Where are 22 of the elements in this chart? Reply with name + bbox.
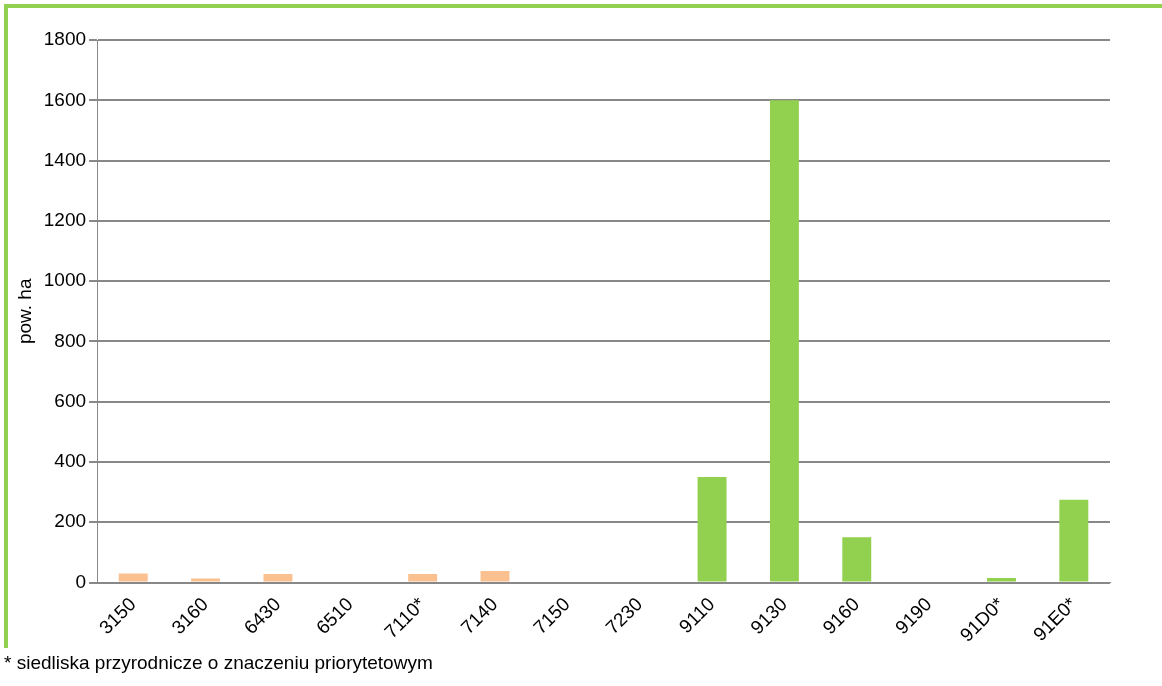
y-tick-label: 800 [54,329,87,351]
bar [263,574,293,582]
y-tick-label: 0 [75,570,87,592]
y-tick-label: 1400 [43,148,87,170]
y-tick-label: 1000 [43,269,87,291]
y-tick-label: 1200 [43,209,87,231]
text: * siedliska przyrodnicze o znaczeniu priorytetowym [4,652,433,674]
bar [191,578,221,582]
bar [118,573,148,582]
bar [769,100,799,582]
bar [408,574,438,582]
y-tick-label: 200 [54,510,87,532]
bar [480,571,510,582]
bar [1059,499,1089,582]
y-tick-label: 400 [54,450,87,472]
y-tick-label: 1800 [43,28,87,50]
y-tick-label: 1600 [43,88,87,110]
bar [987,578,1016,582]
bar [697,477,727,582]
y-tick-label: 600 [54,389,87,411]
y-axis-title: pow. ha [13,278,35,345]
bar [842,537,872,582]
